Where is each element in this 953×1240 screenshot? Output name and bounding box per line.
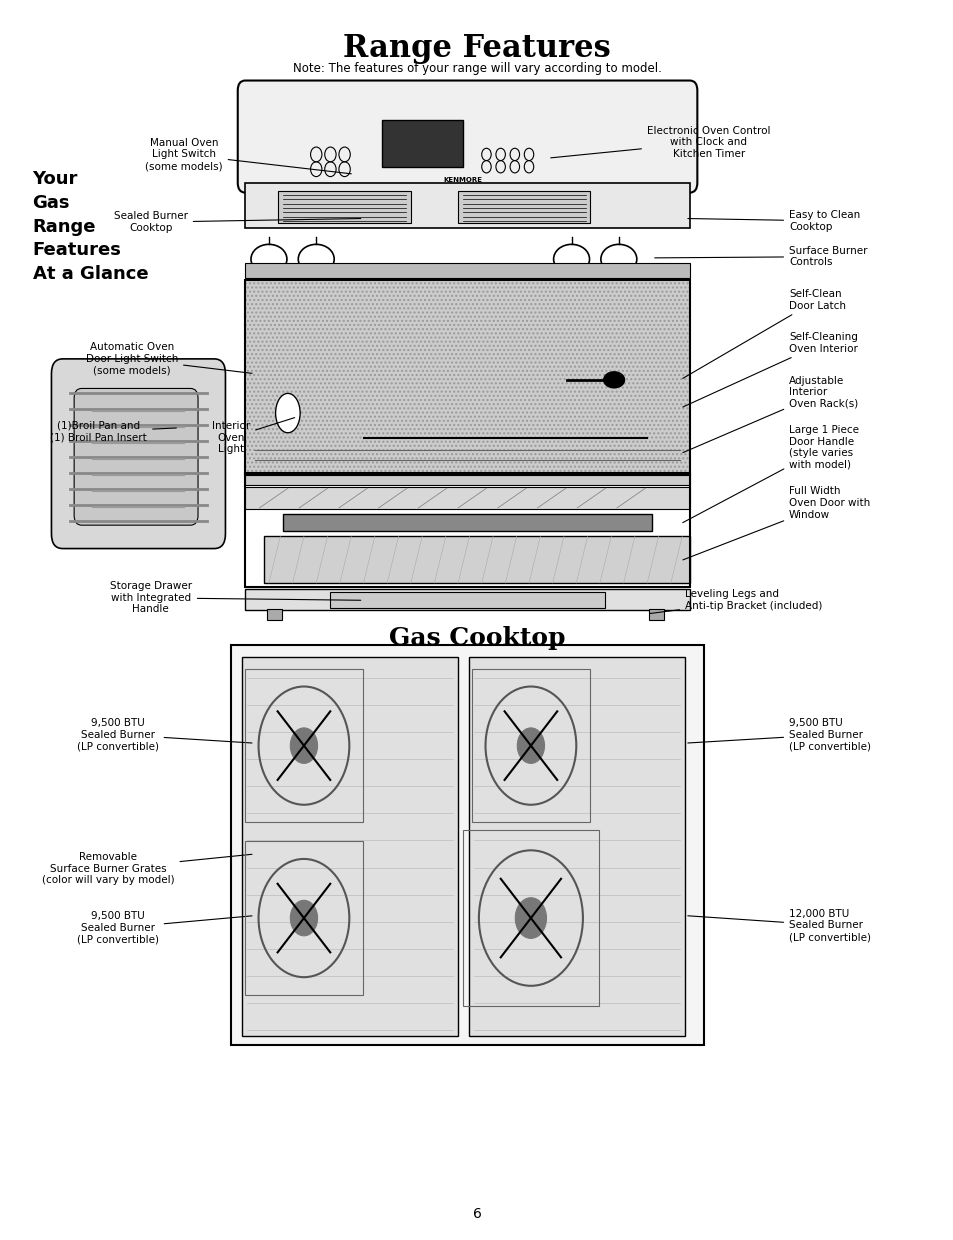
Text: Note: The features of your range will vary according to model.: Note: The features of your range will va… (293, 62, 660, 74)
Text: 9,500 BTU
Sealed Burner
(LP convertible): 9,500 BTU Sealed Burner (LP convertible) (76, 718, 252, 751)
Text: Manual Oven
Light Switch
(some models): Manual Oven Light Switch (some models) (145, 138, 351, 174)
Bar (245, 263, 689, 278)
Circle shape (290, 900, 317, 936)
Text: Range Features: Range Features (343, 33, 610, 64)
Text: Adjustable
Interior
Oven Rack(s): Adjustable Interior Oven Rack(s) (682, 376, 858, 453)
Bar (245, 589, 689, 610)
Bar (245, 841, 362, 994)
Bar (463, 830, 598, 1006)
Bar (231, 645, 703, 1045)
Bar (245, 668, 362, 822)
Text: (1)Broil Pan and
(1) Broil Pan Insert: (1)Broil Pan and (1) Broil Pan Insert (51, 420, 176, 443)
Text: Full Width
Oven Door with
Window: Full Width Oven Door with Window (682, 486, 869, 560)
Bar (382, 120, 462, 166)
Text: Storage Drawer
with Integrated
Handle: Storage Drawer with Integrated Handle (110, 582, 360, 615)
Text: Leveling Legs and
Anti-tip Bracket (included): Leveling Legs and Anti-tip Bracket (incl… (649, 589, 821, 614)
FancyBboxPatch shape (237, 81, 697, 192)
Bar (242, 657, 457, 1037)
Bar (283, 515, 651, 531)
Bar (245, 182, 689, 228)
Bar (245, 280, 689, 475)
Bar (469, 657, 684, 1037)
FancyBboxPatch shape (74, 388, 198, 526)
Circle shape (517, 728, 544, 764)
Text: Self-Clean
Door Latch: Self-Clean Door Latch (682, 289, 845, 378)
Text: Automatic Oven
Door Light Switch
(some models): Automatic Oven Door Light Switch (some m… (86, 342, 252, 376)
Bar (245, 280, 689, 475)
Text: 12,000 BTU
Sealed Burner
(LP convertible): 12,000 BTU Sealed Burner (LP convertible… (687, 909, 870, 942)
Circle shape (290, 728, 317, 764)
Text: Removable
Surface Burner Grates
(color will vary by model): Removable Surface Burner Grates (color w… (42, 852, 252, 885)
FancyBboxPatch shape (51, 358, 225, 548)
Ellipse shape (603, 372, 624, 388)
Text: 9,500 BTU
Sealed Burner
(LP convertible): 9,500 BTU Sealed Burner (LP convertible) (687, 718, 870, 751)
Bar (245, 487, 689, 510)
Text: Your
Gas
Range
Features
At a Glance: Your Gas Range Features At a Glance (32, 170, 148, 283)
Text: Large 1 Piece
Door Handle
(style varies
with model): Large 1 Piece Door Handle (style varies … (682, 425, 858, 522)
Bar (267, 609, 282, 620)
Text: Interior
Oven
Light: Interior Oven Light (212, 418, 294, 454)
Text: KENMORE: KENMORE (443, 177, 482, 184)
Text: Sealed Burner
Cooktop: Sealed Burner Cooktop (113, 211, 360, 233)
Bar (245, 474, 689, 587)
Bar (457, 191, 590, 223)
Text: Easy to Clean
Cooktop: Easy to Clean Cooktop (687, 210, 860, 232)
Bar (648, 609, 663, 620)
Bar (330, 591, 604, 608)
Circle shape (515, 898, 546, 939)
Text: Electronic Oven Control
with Clock and
Kitchen Timer: Electronic Oven Control with Clock and K… (550, 125, 770, 159)
Bar (264, 536, 689, 583)
Text: Self-Cleaning
Oven Interior: Self-Cleaning Oven Interior (682, 332, 857, 407)
Ellipse shape (275, 393, 300, 433)
Text: Gas Cooktop: Gas Cooktop (388, 626, 565, 651)
Bar (472, 668, 589, 822)
Text: 9,500 BTU
Sealed Burner
(LP convertible): 9,500 BTU Sealed Burner (LP convertible) (76, 911, 252, 945)
Text: 6: 6 (472, 1207, 481, 1220)
Text: Surface Burner
Controls: Surface Burner Controls (654, 246, 866, 268)
Bar (245, 475, 689, 485)
Bar (278, 191, 411, 223)
